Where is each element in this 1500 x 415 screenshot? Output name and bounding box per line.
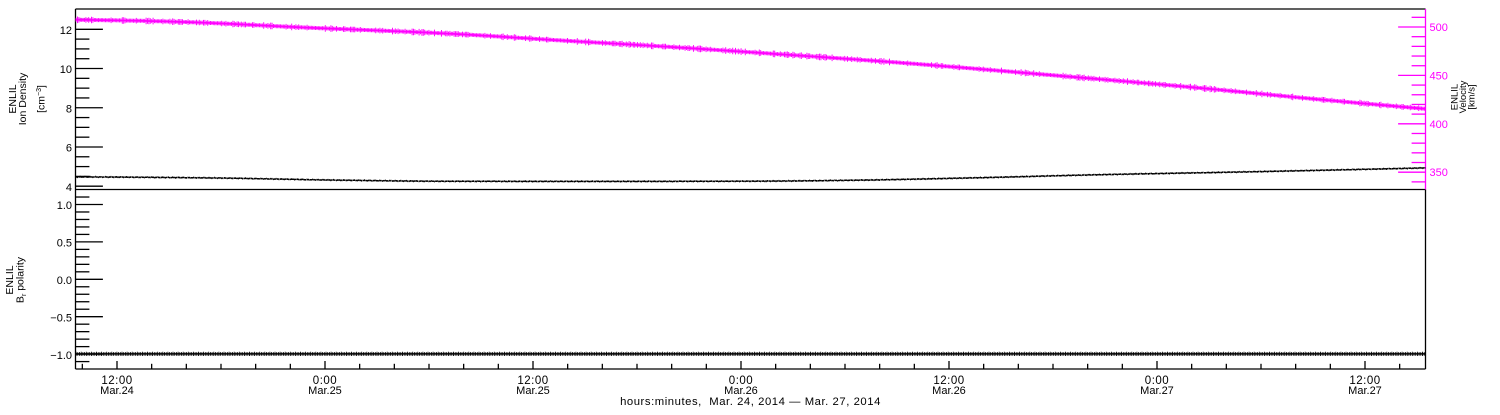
svg-text:0:00: 0:00 [1145, 375, 1169, 387]
svg-text:6: 6 [66, 143, 72, 155]
svg-text:Mar.26: Mar.26 [724, 385, 758, 397]
svg-text:Br polarity: Br polarity [15, 256, 29, 303]
svg-text:12:00: 12:00 [517, 375, 548, 387]
svg-text:12:00: 12:00 [933, 375, 964, 387]
svg-text:−1.0: −1.0 [50, 350, 72, 362]
svg-text:12:00: 12:00 [1349, 375, 1380, 387]
svg-text:350: 350 [1430, 167, 1448, 179]
svg-text:ENLIL: ENLIL [4, 265, 16, 294]
svg-text:8: 8 [66, 104, 72, 116]
svg-text:10: 10 [60, 64, 72, 76]
svg-text:Mar.26: Mar.26 [932, 385, 966, 397]
svg-text:450: 450 [1430, 70, 1448, 82]
svg-text:0:00: 0:00 [313, 375, 337, 387]
svg-text:Mar.24: Mar.24 [100, 385, 134, 397]
svg-text:ENLIL: ENLIL [7, 84, 19, 113]
svg-text:0:00: 0:00 [729, 375, 753, 387]
svg-text:12:00: 12:00 [101, 375, 132, 387]
svg-text:Velocity: Velocity [1458, 80, 1469, 113]
svg-text:0.5: 0.5 [57, 238, 72, 250]
svg-text:12: 12 [60, 25, 72, 37]
svg-text:Mar.27: Mar.27 [1348, 385, 1382, 397]
svg-text:[km/s]: [km/s] [1467, 84, 1478, 109]
svg-text:4: 4 [66, 182, 72, 194]
svg-text:400: 400 [1430, 119, 1448, 131]
svg-text:Mar.25: Mar.25 [308, 385, 342, 397]
svg-text:ENLIL: ENLIL [1450, 84, 1461, 110]
svg-text:Mar.25: Mar.25 [516, 385, 550, 397]
svg-text:500: 500 [1430, 22, 1448, 34]
svg-text:0.0: 0.0 [57, 275, 72, 287]
svg-text:−0.5: −0.5 [50, 312, 72, 324]
svg-text:hours:minutes, Mar. 24, 2014: hours:minutes, Mar. 24, 2014 — Mar. 27, … [620, 396, 881, 408]
svg-text:Mar.27: Mar.27 [1140, 385, 1174, 397]
svg-text:1.0: 1.0 [57, 200, 72, 212]
svg-text:Ion Density: Ion Density [17, 72, 29, 125]
